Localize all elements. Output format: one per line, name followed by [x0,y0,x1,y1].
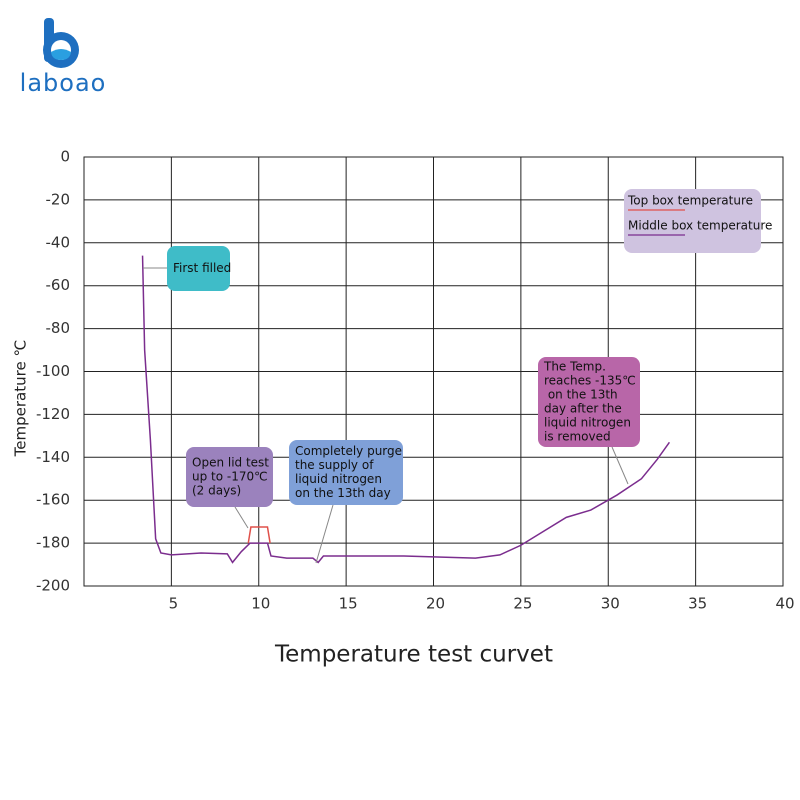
legend-label: Middle box temperature [628,219,772,233]
y-tick-label: -20 [46,190,71,208]
legend-label: Top box temperature [627,194,753,208]
y-tick-label: -160 [36,491,70,509]
annotation-text: day after the [544,402,622,416]
series-line [247,526,271,544]
annotation-text: (2 days) [192,484,241,498]
logo-mark [43,18,79,68]
annotation-text: on the 13th [544,388,618,402]
leader-line [315,504,334,564]
y-tick-label: -60 [46,276,71,294]
leader-line [611,446,629,485]
leader-line [234,506,249,529]
annotation-text: First filled [173,261,231,275]
annotation-text: Open lid test [192,456,269,470]
y-tick-label: 0 [60,148,70,166]
y-tick-label: -40 [46,233,71,251]
x-tick-label: 20 [426,595,445,613]
series-line [141,255,671,564]
annotation-box [186,447,273,507]
annotation-text: is removed [544,430,611,444]
x-tick-label: 25 [513,595,532,613]
chart: 0 -20 -40 -60 -80 -100 -120 -140 -160 -180 -200 5 10… [12,148,795,668]
x-tick-label: 35 [688,595,707,613]
x-tick-label: 15 [339,595,358,613]
annotation-box [167,246,230,291]
x-tick-label: 5 [169,595,179,613]
y-tick-label: -180 [36,534,70,552]
annotation-box [289,440,403,505]
x-tick-label: 30 [601,595,620,613]
chart-title: Temperature test curvet [274,642,553,668]
x-tick-label: 40 [775,595,794,613]
logo-text: laboao [20,69,107,97]
annotation-text: liquid nitrogen [295,472,382,486]
annotation-text: The Temp. [543,360,606,374]
y-tick-label: -100 [36,362,70,380]
annotation-box [538,357,640,447]
y-tick-label: -120 [36,405,70,423]
annotation-text: liquid nitrogen [544,416,631,430]
x-tick-label: 10 [251,595,270,613]
annotation-text: on the 13th day [295,486,391,500]
y-tick-label: -80 [46,319,71,337]
y-tick-label: -200 [36,577,70,595]
y-tick-label: -140 [36,448,70,466]
annotation-text: Completely purge [295,444,402,458]
annotation-text: up to -170℃ [192,470,268,484]
annotation-text: reaches -135℃ [544,374,636,388]
annotation-text: the supply of [295,458,374,472]
legend-box [624,189,761,253]
y-axis-label: Temperature ℃ [12,340,30,458]
